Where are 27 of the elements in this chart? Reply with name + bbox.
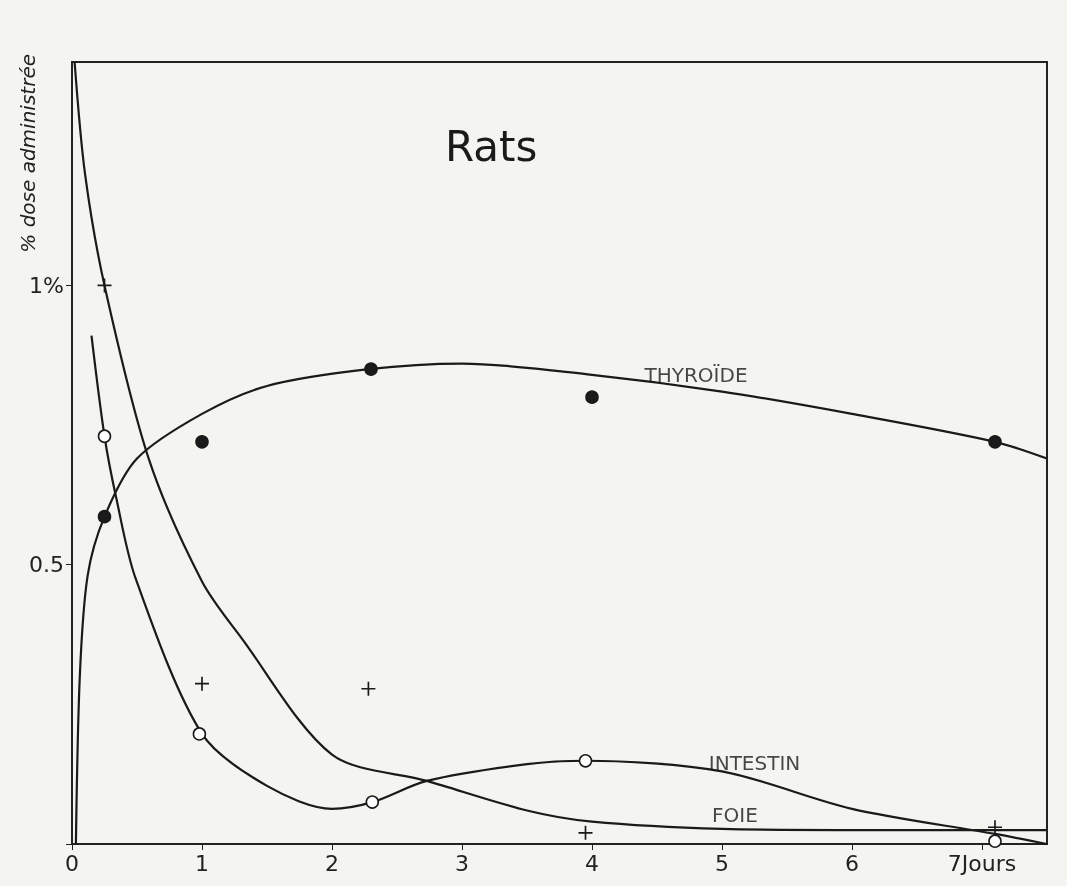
y-tick-label: 0.5 — [29, 552, 64, 578]
annotation: INTESTIN — [708, 750, 801, 775]
point — [195, 435, 209, 449]
x-tick-label: 1 — [195, 850, 209, 876]
point — [578, 753, 593, 768]
point — [192, 727, 207, 741]
x-tick-label: 7Jours — [947, 850, 1017, 876]
x-tick-label: 4 — [585, 850, 599, 876]
text: Rats — [445, 121, 538, 171]
x-tick-label: 0 — [65, 850, 79, 876]
point — [97, 429, 112, 444]
point — [988, 820, 1002, 835]
point — [988, 834, 1002, 848]
y-tick-label: 1% — [29, 272, 64, 298]
x-tick-label: 6 — [845, 850, 859, 876]
x-tick-label: 3 — [455, 850, 469, 876]
point — [988, 435, 1002, 449]
x-tick-label: 5 — [715, 850, 729, 876]
annotation: THYROÏDE — [643, 362, 748, 387]
point — [364, 362, 378, 377]
point — [585, 390, 599, 404]
y-axis-title: % dose administrée — [16, 54, 40, 253]
point — [97, 509, 112, 524]
point — [195, 676, 209, 691]
annotation: FOIE — [712, 802, 758, 827]
x-tick-label: 2 — [325, 850, 339, 876]
point — [365, 795, 380, 809]
